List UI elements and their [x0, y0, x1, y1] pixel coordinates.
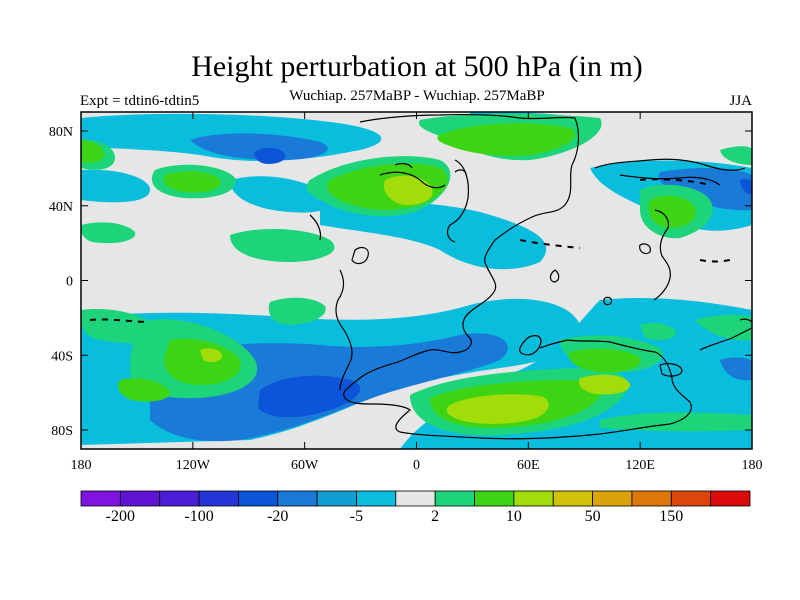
- x-tick-label: 120E: [625, 458, 655, 473]
- contour-fields: [81, 112, 752, 449]
- colorbar-label: -100: [184, 508, 214, 525]
- contour-dark-blue: [254, 147, 752, 418]
- colorbar-swatch: [552, 490, 593, 507]
- x-tick-label: 180: [71, 458, 92, 473]
- y-tick-label: 80S: [51, 424, 73, 439]
- colorbar-swatch: [513, 490, 554, 507]
- colorbar-swatch: [395, 490, 436, 507]
- paleo-coastlines: [309, 114, 752, 440]
- x-tick-label: 0: [413, 458, 420, 473]
- y-tick-label: 0: [66, 275, 73, 290]
- colorbar-label: -200: [105, 508, 136, 525]
- y-tick-label: 40N: [49, 200, 73, 215]
- x-tick-label: 120W: [176, 458, 211, 473]
- colorbar-swatch: [592, 490, 633, 507]
- colorbar-swatch: [474, 490, 515, 507]
- x-tick-label: 180: [742, 458, 763, 473]
- contour-yellow-green: [200, 175, 631, 424]
- x-axis: 180 120W 60W 0 60E 120E 180: [71, 112, 763, 473]
- period-label: Wuchiap. 257MaBP - Wuchiap. 257MaBP: [289, 88, 545, 104]
- colorbar-swatch: [356, 490, 397, 507]
- colorbar: [80, 490, 751, 507]
- season-label: JJA: [729, 93, 752, 109]
- colorbar-swatch: [434, 490, 475, 507]
- colorbar-swatch: [80, 490, 121, 507]
- x-tick-label: 60E: [517, 458, 540, 473]
- colorbar-swatch: [159, 490, 200, 507]
- colorbar-label: -5: [349, 508, 364, 525]
- plot-title: Height perturbation at 500 hPa (in m): [191, 50, 643, 83]
- colorbar-label: 150: [659, 508, 684, 525]
- y-axis: 80N 40N 0 40S 80S: [49, 125, 752, 439]
- colorbar-swatch: [238, 490, 279, 507]
- colorbar-label: 50: [584, 508, 601, 525]
- y-tick-label: 80N: [49, 125, 73, 140]
- colorbar-swatch: [710, 490, 751, 507]
- x-tick-label: 60W: [291, 458, 319, 473]
- colorbar-swatch: [277, 490, 318, 507]
- experiment-label: Expt = tdtin6-tdtin5: [80, 93, 200, 109]
- y-tick-label: 40S: [51, 349, 73, 364]
- colorbar-label: 10: [505, 508, 522, 525]
- colorbar-swatch: [316, 490, 357, 507]
- colorbar-label: -20: [267, 508, 289, 525]
- colorbar-swatch: [198, 490, 239, 507]
- colorbar-swatch: [631, 490, 672, 507]
- map-plot-area: [80, 111, 753, 450]
- colorbar-swatch: [119, 490, 161, 507]
- colorbar-label: 2: [431, 508, 440, 525]
- paleo-coastline-dashed: [89, 178, 731, 323]
- colorbar-swatch: [670, 490, 712, 507]
